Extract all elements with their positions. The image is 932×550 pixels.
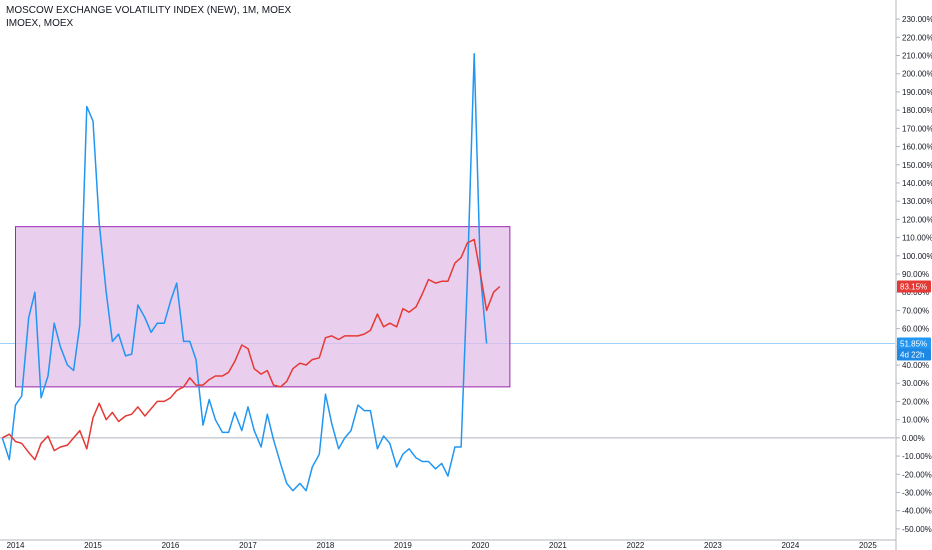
y-tick-label: 200.00% [902, 70, 932, 79]
y-tick-label: -40.00% [902, 507, 932, 516]
x-tick-label: 2015 [84, 541, 102, 550]
y-tick-label: 100.00% [902, 252, 932, 261]
red-value-badge: 83.15% [897, 280, 931, 293]
y-tick-label: 210.00% [902, 52, 932, 61]
price-badges: 83.15% 51.85% 4d 22h [897, 280, 931, 361]
series-line-1[interactable] [1, 238, 501, 461]
x-tick-label: 2019 [394, 541, 412, 550]
y-tick-label: 90.00% [902, 270, 929, 279]
y-tick-label: 190.00% [902, 88, 932, 97]
x-tick-label: 2017 [239, 541, 257, 550]
y-tick-label: -10.00% [902, 452, 932, 461]
x-tick-label: 2018 [317, 541, 335, 550]
svg-text:4d 22h: 4d 22h [900, 350, 924, 359]
y-tick-label: 230.00% [902, 15, 932, 24]
y-tick-label: 10.00% [902, 416, 929, 425]
y-tick-label: 220.00% [902, 33, 932, 42]
y-tick-label: 60.00% [902, 325, 929, 334]
y-tick-label: 80.00% [902, 288, 929, 297]
y-tick-label: -20.00% [902, 470, 932, 479]
y-tick-label: -30.00% [902, 488, 932, 497]
x-tick-label: 2014 [7, 541, 25, 550]
svg-text:83.15%: 83.15% [900, 282, 927, 291]
y-tick-label: 180.00% [902, 106, 932, 115]
chart-legend: MOSCOW EXCHANGE VOLATILITY INDEX (NEW), … [6, 4, 291, 30]
x-tick-label: 2020 [472, 541, 490, 550]
y-tick-label: 40.00% [902, 361, 929, 370]
shaded-range-box [14, 226, 511, 388]
y-tick-label: 70.00% [902, 306, 929, 315]
x-tick-label: 2025 [859, 541, 877, 550]
svg-text:51.85%: 51.85% [900, 339, 927, 348]
x-tick-label: 2023 [704, 541, 722, 550]
y-tick-label: 110.00% [902, 234, 932, 243]
y-tick-label: 20.00% [902, 397, 929, 406]
y-tick-label: -50.00% [902, 525, 932, 534]
blue-value-badge: 51.85% [897, 337, 931, 350]
legend-main-title: MOSCOW EXCHANGE VOLATILITY INDEX (NEW), … [6, 5, 292, 16]
y-tick-label: 140.00% [902, 179, 932, 188]
y-tick-label: 30.00% [902, 379, 929, 388]
y-tick-label: 160.00% [902, 143, 932, 152]
y-tick-label: 0.00% [902, 434, 925, 443]
y-tick-label: 120.00% [902, 215, 932, 224]
x-tick-label: 2024 [781, 541, 799, 550]
x-tick-label: 2021 [549, 541, 567, 550]
y-tick-label: 130.00% [902, 197, 932, 206]
y-tick-label: 150.00% [902, 161, 932, 170]
series-layer [1, 52, 501, 492]
x-tick-label: 2016 [162, 541, 180, 550]
y-tick-label: 170.00% [902, 124, 932, 133]
legend-compare-series: IMOEX, MOEX [6, 18, 74, 29]
x-tick-label: 2022 [627, 541, 645, 550]
series-line-0[interactable] [1, 52, 488, 492]
range-rectangle[interactable] [14, 226, 511, 388]
countdown-badge: 4d 22h [897, 348, 931, 361]
